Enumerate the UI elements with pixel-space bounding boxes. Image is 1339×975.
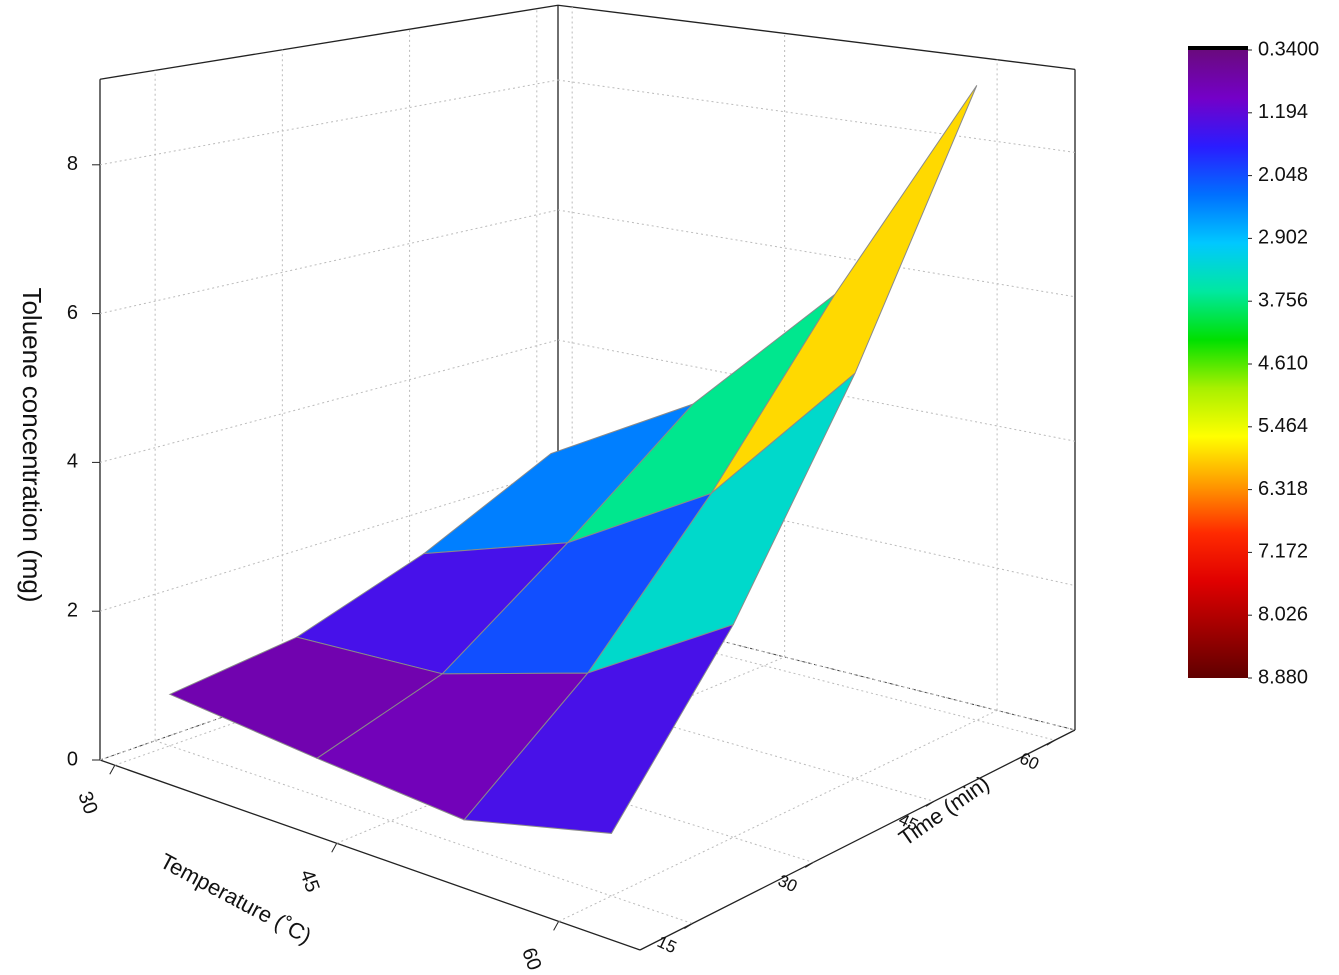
y-axis-title: Time (min) xyxy=(894,770,994,850)
colorbar-tick-label: 3.756 xyxy=(1258,289,1308,311)
colorbar-tick-label: 8.026 xyxy=(1258,603,1308,625)
grid-line xyxy=(114,603,573,766)
y-tick xyxy=(804,861,814,868)
colorbar-cap xyxy=(1188,46,1248,50)
colorbar-tick-label: 2.902 xyxy=(1258,227,1308,249)
grid-line xyxy=(557,79,1076,153)
colorbar xyxy=(1188,50,1248,678)
axis-line xyxy=(639,729,1076,951)
axis-line xyxy=(99,759,641,951)
colorbar-tick-label: 0.3400 xyxy=(1258,38,1319,60)
grid-line xyxy=(558,709,998,922)
y-tick xyxy=(684,923,693,929)
z-tick-label: 2 xyxy=(67,599,78,621)
y-tick-label: 30 xyxy=(775,871,800,896)
grid-line xyxy=(99,209,559,315)
colorbar-tick-label: 4.610 xyxy=(1258,352,1308,374)
y-tick xyxy=(1046,739,1056,746)
grid-line xyxy=(557,469,1076,587)
z-axis-title: Toluene concentration (mg) xyxy=(17,287,47,602)
colorbar-tick-label: 2.048 xyxy=(1258,164,1308,186)
grid-line xyxy=(99,79,559,166)
colorbar-tick-label: 6.318 xyxy=(1258,478,1308,500)
grid-line xyxy=(99,599,559,761)
axis-line xyxy=(557,4,1076,71)
colorbar-tick-label: 5.464 xyxy=(1258,415,1308,437)
y-tick xyxy=(925,800,935,807)
grid-line xyxy=(99,339,559,463)
z-tick-label: 6 xyxy=(67,302,78,324)
grid-line xyxy=(557,599,1076,731)
x-tick-label: 60 xyxy=(517,945,545,973)
surface-patch xyxy=(710,85,978,494)
grid-line xyxy=(557,209,1076,298)
x-axis-title: Temperature (˚C) xyxy=(156,848,316,949)
grid-line xyxy=(336,656,785,844)
z-tick-label: 8 xyxy=(67,153,78,175)
axis-line xyxy=(99,4,559,80)
grid-line xyxy=(536,606,1055,741)
x-tick xyxy=(553,921,560,931)
x-tick xyxy=(331,843,338,853)
z-tick-label: 0 xyxy=(67,748,78,770)
colorbar-tick-label: 8.880 xyxy=(1258,666,1308,688)
x-tick-label: 45 xyxy=(295,867,323,895)
y-tick-label: 60 xyxy=(1017,749,1042,774)
surface-patch xyxy=(463,623,735,834)
z-tick-label: 4 xyxy=(67,451,78,473)
colorbar-tick-label: 7.172 xyxy=(1258,541,1308,563)
x-tick-label: 30 xyxy=(73,789,101,817)
y-tick-label: 15 xyxy=(654,932,679,957)
colorbar-tick-label: 1.194 xyxy=(1258,101,1308,123)
x-tick xyxy=(109,764,116,775)
